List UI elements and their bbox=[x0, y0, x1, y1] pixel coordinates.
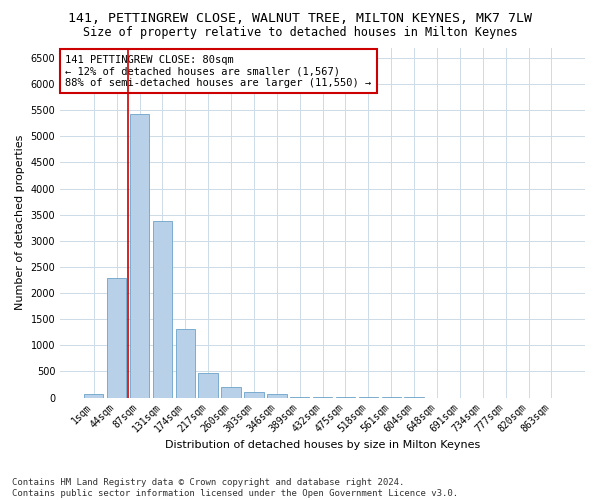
X-axis label: Distribution of detached houses by size in Milton Keynes: Distribution of detached houses by size … bbox=[165, 440, 480, 450]
Text: 141 PETTINGREW CLOSE: 80sqm
← 12% of detached houses are smaller (1,567)
88% of : 141 PETTINGREW CLOSE: 80sqm ← 12% of det… bbox=[65, 54, 371, 88]
Bar bbox=[244, 392, 263, 398]
Bar bbox=[130, 114, 149, 398]
Bar bbox=[221, 387, 241, 398]
Bar bbox=[84, 394, 103, 398]
Bar bbox=[176, 329, 195, 398]
Text: Size of property relative to detached houses in Milton Keynes: Size of property relative to detached ho… bbox=[83, 26, 517, 39]
Y-axis label: Number of detached properties: Number of detached properties bbox=[15, 135, 25, 310]
Bar bbox=[199, 372, 218, 398]
Text: 141, PETTINGREW CLOSE, WALNUT TREE, MILTON KEYNES, MK7 7LW: 141, PETTINGREW CLOSE, WALNUT TREE, MILT… bbox=[68, 12, 532, 26]
Bar bbox=[267, 394, 287, 398]
Bar bbox=[290, 397, 310, 398]
Bar bbox=[107, 278, 127, 398]
Bar bbox=[152, 221, 172, 398]
Text: Contains HM Land Registry data © Crown copyright and database right 2024.
Contai: Contains HM Land Registry data © Crown c… bbox=[12, 478, 458, 498]
